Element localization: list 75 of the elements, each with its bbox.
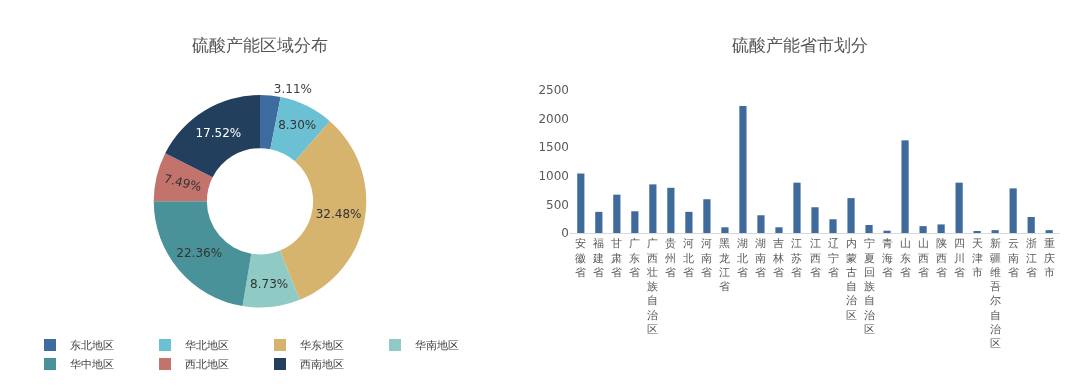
x-tick-label: 四川省: [953, 237, 965, 279]
y-tick-label: 2000: [538, 111, 569, 126]
chart-title: 硫酸产能省市划分: [732, 35, 868, 55]
chart-title: 硫酸产能区域分布: [192, 35, 328, 55]
data-label: 8.30%: [278, 118, 317, 133]
legend-label: 华中地区: [70, 358, 114, 372]
legend-label: 西北地区: [185, 358, 229, 372]
x-tick-label: 山东省: [899, 237, 911, 279]
x-tick-label: 河南省: [701, 237, 713, 279]
bar: [775, 227, 783, 233]
x-tick-label: 贵州省: [665, 237, 677, 279]
x-tick-label: 新疆维吾尔自治区: [989, 237, 1001, 351]
x-tick-label: 吉林省: [772, 237, 785, 279]
x-tick-label: 安徽省: [575, 237, 587, 279]
x-tick-label: 内蒙古自治区: [845, 237, 857, 322]
bar: [631, 211, 639, 233]
bar: [703, 199, 711, 233]
data-label: 32.48%: [315, 207, 362, 222]
bar: [793, 182, 801, 233]
x-tick-label: 江苏省: [791, 237, 803, 279]
y-tick-label: 0: [561, 226, 569, 241]
y-tick-label: 2500: [538, 83, 569, 98]
x-tick-label: 云南省: [1007, 237, 1019, 279]
bar: [811, 207, 819, 233]
bar: [577, 173, 585, 233]
x-tick-label: 浙江省: [1025, 237, 1037, 279]
bar: [1009, 188, 1017, 233]
bar: [991, 230, 999, 233]
x-tick-label: 湖南省: [755, 237, 767, 279]
bar: [865, 224, 873, 233]
bar: [1045, 230, 1053, 233]
x-tick-label: 河北省: [683, 237, 695, 279]
x-tick-label: 广东省: [629, 237, 641, 279]
x-tick-label: 黑龙江省: [719, 237, 731, 294]
x-tick-label: 福建省: [592, 237, 605, 279]
x-tick-label: 天津市: [971, 237, 983, 279]
x-tick-label: 江西省: [809, 237, 821, 279]
bar: [757, 215, 765, 233]
bar: [883, 230, 891, 233]
x-tick-label: 山西省: [917, 237, 929, 279]
bar: [1027, 216, 1035, 233]
legend-label: 华东地区: [300, 339, 344, 353]
bar: [649, 184, 657, 233]
data-label: 8.73%: [250, 277, 289, 292]
legend-label: 东北地区: [70, 339, 114, 353]
bar: [721, 227, 729, 233]
bar: [937, 224, 945, 233]
legend-label: 西南地区: [300, 358, 344, 372]
x-tick-label: 广西壮族自治区: [646, 237, 659, 336]
data-label: 22.36%: [176, 245, 223, 260]
x-tick-label: 重庆市: [1043, 237, 1055, 279]
x-tick-label: 湖北省: [737, 237, 749, 279]
bar: [739, 106, 747, 233]
bar: [667, 187, 675, 233]
legend-label: 华南地区: [415, 339, 459, 353]
bar: [829, 219, 837, 233]
x-tick-label: 陕西省: [935, 237, 947, 279]
x-tick-label: 甘肃省: [611, 237, 623, 279]
bar: [901, 140, 909, 233]
bar: [613, 194, 621, 233]
x-tick-label: 辽宁省: [827, 237, 839, 279]
y-tick-label: 500: [546, 197, 569, 212]
y-tick-label: 1500: [538, 140, 569, 155]
x-tick-label: 宁夏回族自治区: [863, 237, 875, 336]
legend-label: 华北地区: [185, 339, 229, 353]
data-label: 7.49%: [162, 171, 203, 195]
bar: [847, 198, 855, 233]
bar: [919, 226, 927, 233]
bar: [595, 211, 603, 233]
y-tick-label: 1000: [538, 169, 569, 183]
data-label: 3.11%: [273, 81, 312, 96]
bar: [955, 182, 963, 233]
data-label: 17.52%: [195, 126, 242, 141]
x-tick-label: 青海省: [881, 237, 893, 279]
bar: [685, 211, 693, 233]
